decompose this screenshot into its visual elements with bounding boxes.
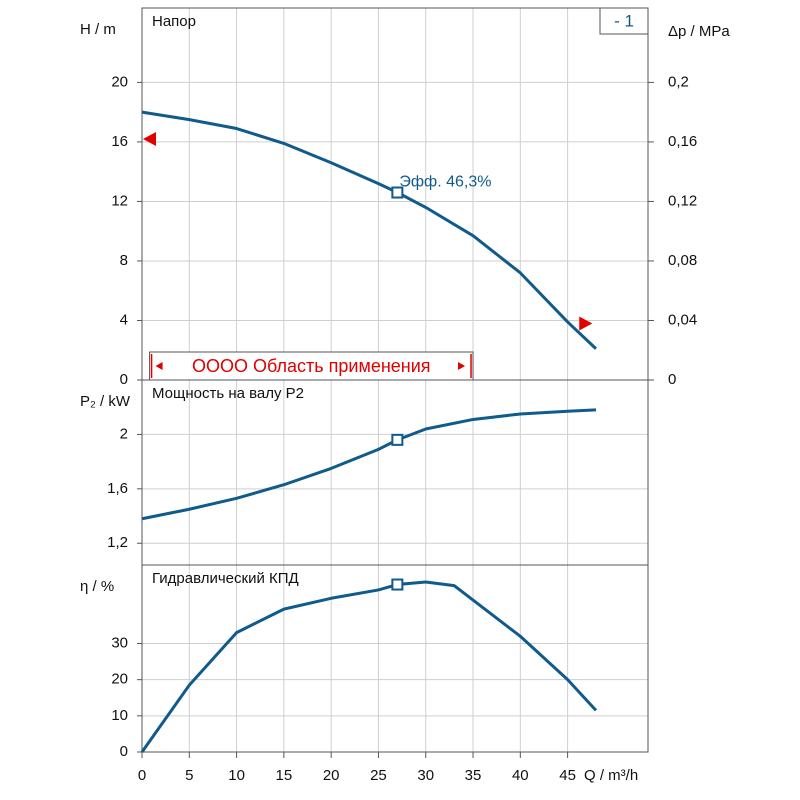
x-tick-label: 45 bbox=[559, 767, 576, 784]
y2-tick-label: 0,04 bbox=[668, 311, 697, 328]
y-tick-label: 16 bbox=[111, 133, 128, 150]
y-tick-label: 8 bbox=[120, 252, 128, 269]
series-name: - 1 bbox=[614, 11, 634, 30]
y-tick-label: 12 bbox=[111, 192, 128, 209]
y-tick-label: 1,2 bbox=[107, 534, 128, 551]
panel-title: Напор bbox=[152, 13, 196, 30]
y-tick-label: 4 bbox=[120, 311, 128, 328]
annotation: Эфф. 46,3% bbox=[399, 174, 491, 191]
series-box bbox=[599, 7, 649, 35]
y-tick-label: 20 bbox=[111, 73, 128, 90]
x-tick-label: 40 bbox=[512, 767, 529, 784]
panel-frame bbox=[141, 564, 649, 753]
limit-marker bbox=[143, 131, 156, 146]
curve bbox=[141, 408, 597, 521]
duty-point bbox=[391, 578, 404, 591]
y2-tick-label: 0,16 bbox=[668, 133, 697, 150]
y2-tick-label: 0,12 bbox=[668, 192, 697, 209]
y-tick-label: 1,6 bbox=[107, 480, 128, 497]
duty-point bbox=[391, 433, 404, 446]
x-tick-label: 0 bbox=[138, 767, 146, 784]
y-tick-label: 20 bbox=[111, 671, 128, 688]
y-tick-label: 30 bbox=[111, 634, 128, 651]
x-tick-label: 25 bbox=[370, 767, 387, 784]
y-axis-label: P₂ / kW bbox=[80, 393, 131, 410]
range-label: OOOO Область применения bbox=[192, 356, 431, 376]
x-tick-label: 20 bbox=[323, 767, 340, 784]
y-tick-label: 0 bbox=[120, 371, 128, 388]
y2-tick-label: 0 bbox=[668, 371, 676, 388]
panel-title: Гидравлический КПД bbox=[152, 570, 299, 587]
y-axis-label: η / % bbox=[80, 578, 114, 595]
x-axis-label: Q / m³/h bbox=[584, 767, 638, 784]
y-tick-label: 2 bbox=[120, 425, 128, 442]
x-tick-label: 5 bbox=[185, 767, 193, 784]
curve bbox=[141, 110, 598, 350]
x-tick-label: 15 bbox=[276, 767, 293, 784]
y2-tick-label: 0,08 bbox=[668, 252, 697, 269]
duty-point bbox=[391, 186, 404, 199]
y2-tick-label: 0,2 bbox=[668, 73, 689, 90]
x-tick-label: 35 bbox=[465, 767, 482, 784]
y2-axis-label: Δp / MPa bbox=[668, 23, 730, 40]
range-arrow-left bbox=[155, 362, 163, 370]
y-tick-label: 0 bbox=[120, 743, 128, 760]
y-tick-label: 10 bbox=[111, 707, 128, 724]
x-tick-label: 10 bbox=[228, 767, 245, 784]
y-axis-label: H / m bbox=[80, 21, 116, 38]
range-arrow-right bbox=[458, 362, 466, 370]
panel-title: Мощность на валу P2 bbox=[152, 385, 304, 402]
x-tick-label: 30 bbox=[417, 767, 434, 784]
limit-marker bbox=[579, 316, 593, 331]
